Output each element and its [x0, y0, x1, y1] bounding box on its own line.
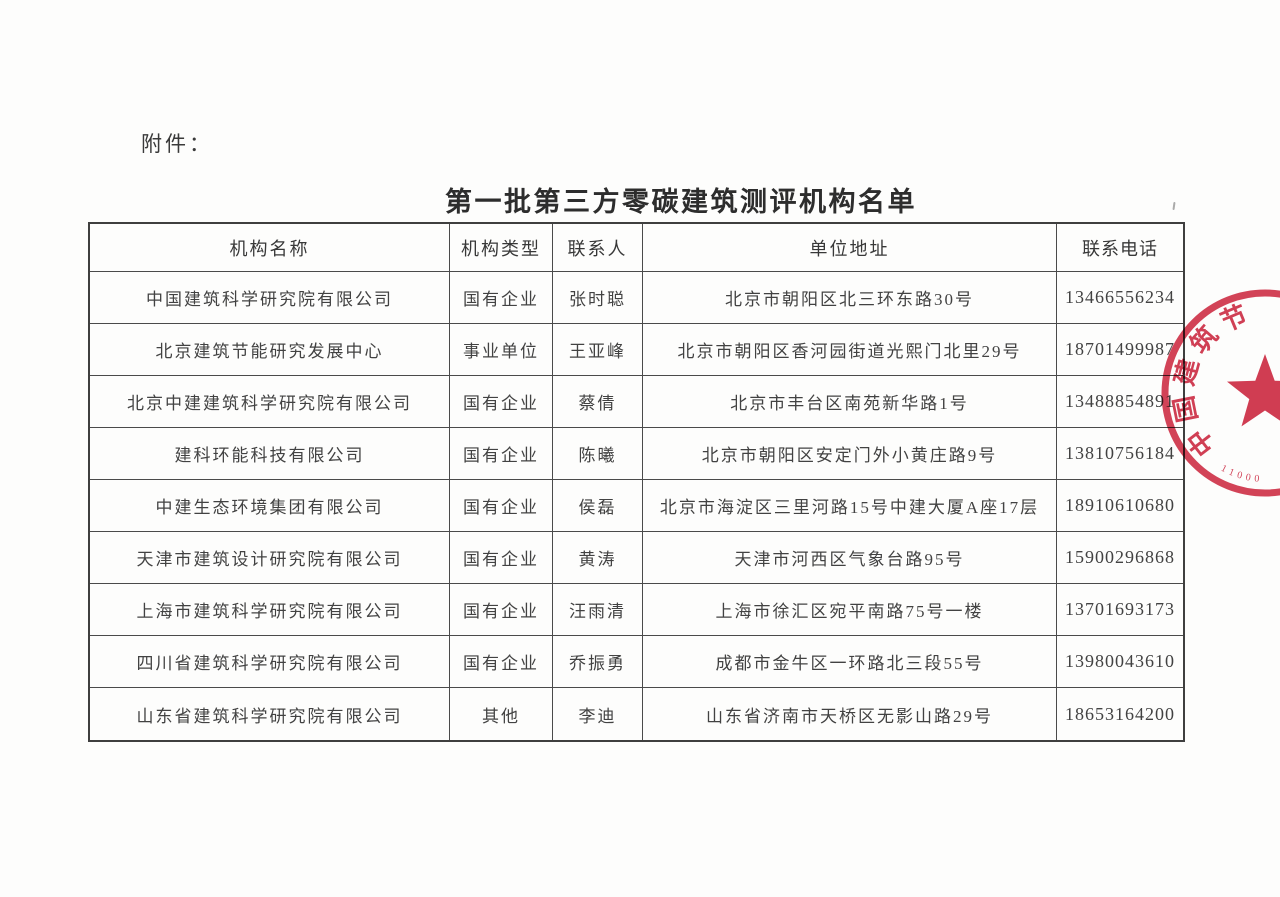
contact-cell: 蔡倩 — [553, 376, 643, 428]
org-name-cell: 四川省建筑科学研究院有限公司 — [90, 636, 450, 688]
column-header-contact: 联系人 — [553, 224, 643, 272]
institutions-table: 机构名称 机构类型 联系人 单位地址 联系电话 中国建筑科学研究院有限公司 国有企… — [88, 222, 1185, 742]
phone-cell: 13810756184 — [1057, 428, 1183, 480]
address-cell: 北京市朝阳区香河园街道光熙门北里29号 — [643, 324, 1057, 376]
phone-cell: 15900296868 — [1057, 532, 1183, 584]
address-cell: 山东省济南市天桥区无影山路29号 — [643, 688, 1057, 740]
org-name-cell: 建科环能科技有限公司 — [90, 428, 450, 480]
address-cell: 天津市河西区气象台路95号 — [643, 532, 1057, 584]
table-row: 北京中建建筑科学研究院有限公司 国有企业 蔡倩 北京市丰台区南苑新华路1号 134888… — [90, 376, 1183, 428]
official-red-seal: 中国建筑节 11000 — [1161, 289, 1280, 497]
org-type-cell: 其他 — [450, 688, 553, 740]
address-cell: 北京市丰台区南苑新华路1号 — [643, 376, 1057, 428]
org-type-cell: 国有企业 — [450, 532, 553, 584]
org-name-cell: 山东省建筑科学研究院有限公司 — [90, 688, 450, 740]
phone-cell: 18701499987 — [1057, 324, 1183, 376]
org-type-cell: 国有企业 — [450, 376, 553, 428]
seal-star-icon — [1227, 354, 1280, 427]
phone-cell: 13466556234 — [1057, 272, 1183, 324]
table-row: 四川省建筑科学研究院有限公司 国有企业 乔振勇 成都市金牛区一环路北三段55号 1398… — [90, 636, 1183, 688]
phone-cell: 13701693173 — [1057, 584, 1183, 636]
column-header-address: 单位地址 — [643, 224, 1057, 272]
org-name-cell: 中国建筑科学研究院有限公司 — [90, 272, 450, 324]
phone-cell: 18910610680 — [1057, 480, 1183, 532]
column-header-phone: 联系电话 — [1057, 224, 1183, 272]
org-type-cell: 国有企业 — [450, 428, 553, 480]
org-name-cell: 天津市建筑设计研究院有限公司 — [90, 532, 450, 584]
org-type-cell: 国有企业 — [450, 636, 553, 688]
table-row: 北京建筑节能研究发展中心 事业单位 王亚峰 北京市朝阳区香河园街道光熙门北里29号 18… — [90, 324, 1183, 376]
seal-arc-text: 中国建筑节 — [1169, 300, 1251, 461]
table-body: 中国建筑科学研究院有限公司 国有企业 张时聪 北京市朝阳区北三环东路30号 134665… — [90, 272, 1183, 740]
address-cell: 北京市朝阳区安定门外小黄庄路9号 — [643, 428, 1057, 480]
org-name-cell: 北京建筑节能研究发展中心 — [90, 324, 450, 376]
scan-speck — [1172, 201, 1176, 211]
attachment-label: 附件： — [141, 132, 213, 156]
contact-cell: 陈曦 — [553, 428, 643, 480]
address-cell: 上海市徐汇区宛平南路75号一楼 — [643, 584, 1057, 636]
org-name-cell: 北京中建建筑科学研究院有限公司 — [90, 376, 450, 428]
org-name-cell: 上海市建筑科学研究院有限公司 — [90, 584, 450, 636]
contact-cell: 李迪 — [553, 688, 643, 740]
phone-cell: 13488854891 — [1057, 376, 1183, 428]
table-row: 上海市建筑科学研究院有限公司 国有企业 汪雨清 上海市徐汇区宛平南路75号一楼 1370… — [90, 584, 1183, 636]
column-header-org-name: 机构名称 — [90, 224, 450, 272]
org-type-cell: 事业单位 — [450, 324, 553, 376]
seal-ring — [1161, 289, 1280, 497]
contact-cell: 侯磊 — [553, 480, 643, 532]
org-type-cell: 国有企业 — [450, 480, 553, 532]
page-title: 第一批第三方零碳建筑测评机构名单 — [445, 187, 917, 217]
column-header-org-type: 机构类型 — [450, 224, 553, 272]
contact-cell: 黄涛 — [553, 532, 643, 584]
table-header-row: 机构名称 机构类型 联系人 单位地址 联系电话 — [90, 224, 1183, 272]
org-type-cell: 国有企业 — [450, 584, 553, 636]
table-row: 山东省建筑科学研究院有限公司 其他 李迪 山东省济南市天桥区无影山路29号 186531… — [90, 688, 1183, 740]
contact-cell: 张时聪 — [553, 272, 643, 324]
address-cell: 北京市海淀区三里河路15号中建大厦A座17层 — [643, 480, 1057, 532]
contact-cell: 王亚峰 — [553, 324, 643, 376]
org-name-cell: 中建生态环境集团有限公司 — [90, 480, 450, 532]
contact-cell: 汪雨清 — [553, 584, 643, 636]
contact-cell: 乔振勇 — [553, 636, 643, 688]
table-row: 中建生态环境集团有限公司 国有企业 侯磊 北京市海淀区三里河路15号中建大厦A座17层… — [90, 480, 1183, 532]
phone-cell: 13980043610 — [1057, 636, 1183, 688]
org-type-cell: 国有企业 — [450, 272, 553, 324]
table-row: 建科环能科技有限公司 国有企业 陈曦 北京市朝阳区安定门外小黄庄路9号 13810756… — [90, 428, 1183, 480]
table-row: 天津市建筑设计研究院有限公司 国有企业 黄涛 天津市河西区气象台路95号 1590029… — [90, 532, 1183, 584]
table-row: 中国建筑科学研究院有限公司 国有企业 张时聪 北京市朝阳区北三环东路30号 134665… — [90, 272, 1183, 324]
address-cell: 成都市金牛区一环路北三段55号 — [643, 636, 1057, 688]
phone-cell: 18653164200 — [1065, 703, 1175, 724]
address-cell: 北京市朝阳区北三环东路30号 — [643, 272, 1057, 324]
